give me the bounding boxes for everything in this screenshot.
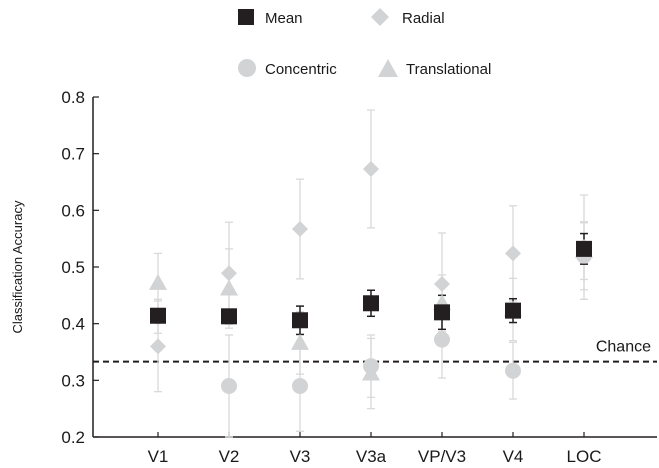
point-mean xyxy=(363,295,379,312)
point-mean xyxy=(221,308,237,325)
point-translational xyxy=(220,279,238,296)
point-translational xyxy=(291,333,309,350)
x-tick-label: V1 xyxy=(148,447,169,466)
legend-marker-concentric xyxy=(238,59,256,77)
point-concentric xyxy=(292,378,308,394)
y-tick-label: 0.8 xyxy=(61,88,85,107)
y-tick-label: 0.4 xyxy=(61,315,85,334)
point-radial xyxy=(221,265,237,282)
y-tick-label: 0.7 xyxy=(61,145,85,164)
x-tick-label: V4 xyxy=(503,447,524,466)
point-radial xyxy=(434,276,450,292)
y-axis-label: Classification Accuracy xyxy=(10,200,25,333)
legend-marker-translational xyxy=(378,59,398,77)
x-tick-label: V3 xyxy=(290,447,311,466)
point-radial xyxy=(505,245,521,262)
chance-label: Chance xyxy=(596,339,651,356)
legend-label-translational: Translational xyxy=(406,61,491,78)
point-mean xyxy=(505,302,521,319)
legend: Mean Radial Concentric Translational xyxy=(238,8,491,78)
point-concentric xyxy=(505,362,521,379)
y-tick-label: 0.6 xyxy=(61,201,85,220)
legend-label-concentric: Concentric xyxy=(265,61,337,78)
point-radial xyxy=(363,160,379,177)
axes: 0.2 0.3 0.4 0.5 0.6 0.7 0.8 V1 V2 V3 V3a VP/V3 V4 LOC xyxy=(61,88,657,466)
legend-label-mean: Mean xyxy=(265,10,303,27)
point-mean xyxy=(434,304,450,321)
legend-label-radial: Radial xyxy=(402,10,445,27)
x-tick-label: LOC xyxy=(567,447,602,466)
x-tick-label: V2 xyxy=(219,447,240,466)
point-translational xyxy=(149,273,167,290)
point-concentric xyxy=(221,378,237,394)
x-tick-label: VP/V3 xyxy=(418,447,466,466)
point-radial xyxy=(150,338,166,355)
point-radial xyxy=(292,221,308,238)
point-mean xyxy=(150,307,166,324)
point-concentric xyxy=(434,331,450,348)
point-mean xyxy=(292,312,308,329)
legend-marker-mean xyxy=(238,9,254,25)
y-tick-label: 0.3 xyxy=(61,371,85,390)
point-mean xyxy=(576,240,592,257)
chance-line-group: Chance xyxy=(93,339,657,363)
y-tick-label: 0.5 xyxy=(61,258,85,277)
legend-marker-radial xyxy=(371,8,389,26)
data-markers xyxy=(149,160,593,394)
point-concentric xyxy=(363,358,379,375)
x-tick-label: V3a xyxy=(356,447,387,466)
y-tick-label: 0.2 xyxy=(61,428,85,447)
error-bars xyxy=(154,109,588,438)
